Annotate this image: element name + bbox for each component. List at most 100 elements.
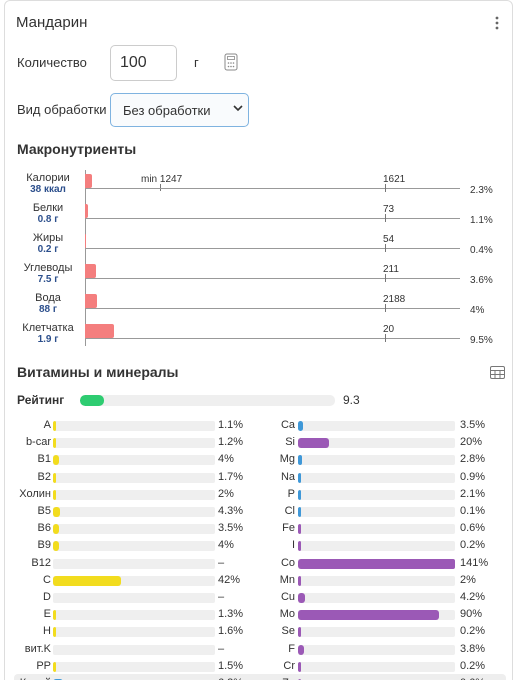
nutrient-name: Cr <box>283 659 295 672</box>
nutrient-percent: 0.6% <box>460 522 486 535</box>
rating-bar <box>80 395 104 406</box>
nutrient-track <box>298 421 455 431</box>
macro-percent: 2.3% <box>470 185 493 196</box>
reference-label: 211 <box>383 264 399 275</box>
nutrient-track <box>53 438 215 449</box>
macro-line <box>85 188 460 189</box>
nutrient-percent: 4% <box>218 539 234 552</box>
nutrient-percent: 2% <box>460 573 476 586</box>
nutrient-bar <box>53 661 56 672</box>
macro-axis <box>85 170 86 346</box>
macro-name: Калории <box>26 172 70 184</box>
macro-line <box>85 308 460 309</box>
nutrient-name: Ca <box>280 419 295 431</box>
nutrient-track <box>298 610 455 621</box>
nutrient-bar <box>298 627 301 638</box>
macro-line <box>85 218 460 219</box>
macro-bar <box>85 234 87 248</box>
nutrient-name: Холин <box>19 487 51 500</box>
nutrient-track <box>298 661 455 672</box>
nutrient-percent: 1.6% <box>218 625 244 638</box>
nutrient-percent: 0.1% <box>460 505 486 517</box>
macro-percent: 0.4% <box>470 245 493 256</box>
macro-name: Белки <box>32 202 64 214</box>
macro-line <box>85 338 460 339</box>
macro-bar <box>85 294 97 308</box>
nutrient-track <box>298 438 455 449</box>
menu-icon[interactable] <box>492 15 502 31</box>
nutrient-track <box>53 558 215 569</box>
rating-value: 9.3 <box>343 393 360 407</box>
min-marker-tick <box>160 184 161 191</box>
nutrient-name: B12 <box>31 556 51 569</box>
macro-line <box>85 278 460 279</box>
nutrient-track <box>298 507 455 517</box>
nutrient-percent: – <box>218 642 225 655</box>
nutrient-track <box>298 627 455 638</box>
nutrient-bar <box>298 489 302 500</box>
nutrient-bar <box>298 558 455 569</box>
nutrient-bar <box>298 421 304 431</box>
nutrient-name: A <box>43 419 51 431</box>
nutrient-track <box>298 489 455 500</box>
macro-bar <box>85 324 114 338</box>
nutrient-percent: 1.1% <box>218 419 244 431</box>
nutrient-percent: 1.7% <box>218 470 244 483</box>
table-icon[interactable] <box>490 366 505 379</box>
nutrient-track <box>298 455 455 466</box>
nutrient-name: B6 <box>37 522 51 535</box>
macro-percent: 4% <box>470 305 485 316</box>
calculator-icon[interactable] <box>224 53 238 71</box>
nutrient-bar <box>53 421 56 431</box>
macro-amount: 7.5 г <box>37 274 59 285</box>
reference-tick <box>385 244 386 252</box>
nutrient-percent: 2% <box>218 487 234 500</box>
nutrient-bar <box>53 575 122 586</box>
nutrient-percent: – <box>218 591 225 603</box>
nutrient-percent: 42% <box>218 573 241 586</box>
nutrient-name: D <box>43 591 51 603</box>
nutrient-name: Co <box>280 556 295 569</box>
macro-amount: 0.2 г <box>37 244 59 255</box>
nutrient-percent: 2.8% <box>460 453 486 466</box>
reference-tick <box>385 334 386 342</box>
macro-line <box>85 248 460 249</box>
nutrient-track <box>298 558 455 569</box>
quantity-label: Количество <box>17 55 87 70</box>
rating-track <box>80 395 335 406</box>
nutrient-track <box>53 524 215 535</box>
nutrient-percent: 0.9% <box>460 470 486 483</box>
nutrient-name: Mn <box>279 573 295 586</box>
nutrient-name: B5 <box>37 505 51 517</box>
vitamins-title: Витамины и минералы <box>17 364 179 380</box>
processing-select[interactable] <box>110 93 249 127</box>
nutrient-bar <box>53 489 57 500</box>
nutrient-track <box>298 644 455 655</box>
nutrient-name: Калий <box>0 677 51 680</box>
nutrient-track <box>53 489 215 500</box>
nutrient-name: H <box>43 625 51 638</box>
nutrient-bar <box>53 627 56 638</box>
nutrient-name: Si <box>285 436 295 449</box>
nutrient-bar <box>298 661 301 672</box>
nutrient-name: Mg <box>279 453 295 466</box>
macro-amount: 38 ккал <box>30 184 66 195</box>
nutrient-percent: 1.2% <box>218 436 244 449</box>
nutrient-name: I <box>291 539 295 552</box>
nutrient-name: Cl <box>284 505 295 517</box>
select-arrow <box>233 105 243 112</box>
nutrient-name: b-car <box>25 436 51 449</box>
nutrient-name: C <box>43 573 51 586</box>
nutrient-track <box>298 524 455 535</box>
nutrient-track <box>298 575 455 586</box>
macro-percent: 1.1% <box>470 215 493 226</box>
nutrient-track <box>53 627 215 638</box>
macro-name: Клетчатка <box>22 322 74 334</box>
nutrient-bar <box>298 593 305 603</box>
macro-bar <box>85 204 89 218</box>
quantity-input[interactable] <box>110 45 177 81</box>
quantity-value: 100 <box>120 54 147 71</box>
macro-amount: 0.8 г <box>37 214 59 225</box>
nutrient-name: F <box>288 642 295 655</box>
